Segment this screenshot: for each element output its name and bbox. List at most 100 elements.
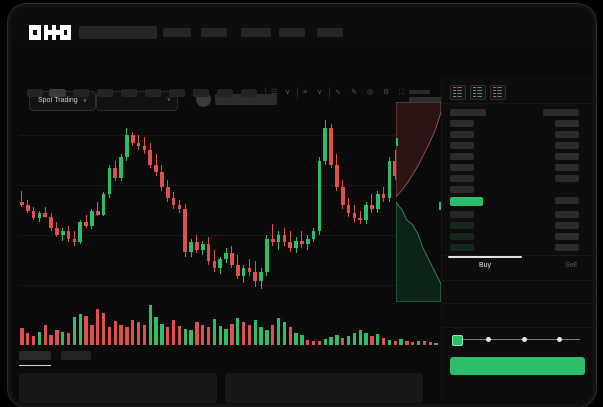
candle-type-chevron-icon[interactable]: ∨	[285, 89, 291, 96]
orderbook-bid-row[interactable]	[450, 222, 474, 229]
candle-body	[265, 238, 269, 272]
volume-bar	[166, 327, 170, 345]
candle-wick	[85, 214, 87, 228]
orderbook-divider	[442, 103, 593, 104]
volume-bar	[61, 331, 65, 345]
candle-body	[212, 260, 217, 269]
volume-bar	[288, 327, 292, 345]
orderbook-price-cell[interactable]	[555, 142, 579, 149]
settings-icon[interactable]: ⚙	[383, 89, 390, 96]
timeframe-button-3[interactable]	[73, 89, 89, 97]
orderbook-bid-row[interactable]	[450, 244, 474, 251]
volume-bar	[78, 313, 82, 345]
candle-body	[305, 238, 310, 245]
candle-body	[165, 186, 170, 199]
orderbook-ask-row[interactable]	[450, 131, 474, 138]
timeframe-button-9[interactable]	[217, 89, 233, 97]
orderbook-price-cell[interactable]	[555, 153, 579, 160]
nav-item-3[interactable]	[241, 28, 271, 37]
volume-bar	[387, 339, 392, 345]
orderbook-price-cell[interactable]	[555, 222, 579, 229]
orderbook-mode-asks[interactable]	[490, 85, 506, 100]
orderbook-price-cell[interactable]	[555, 175, 579, 182]
volume-bar	[160, 323, 164, 345]
orderbook-bid-row[interactable]	[450, 233, 474, 240]
indicator-icon[interactable]: ≡	[303, 89, 308, 96]
bottom-tab-1[interactable]	[19, 351, 51, 360]
candle-body	[125, 135, 129, 158]
volume-bar	[393, 340, 397, 345]
indicator-chevron-icon[interactable]: ∨	[317, 89, 323, 96]
orderbook-ask-row[interactable]	[450, 153, 474, 160]
candle-wick	[301, 231, 303, 248]
chevron-down-icon: ∨	[166, 97, 171, 103]
amount-slider[interactable]	[452, 335, 583, 346]
price-chart[interactable]	[19, 107, 439, 347]
orderbook-bid-row[interactable]	[450, 211, 474, 218]
orderbook-price-cell[interactable]	[555, 233, 579, 240]
orderbook-price-cell[interactable]	[555, 131, 579, 138]
okx-logo[interactable]	[29, 25, 72, 40]
timeframe-button-1[interactable]	[27, 89, 43, 97]
orderbook-ask-row[interactable]	[450, 142, 474, 149]
timeframe-button-6[interactable]	[145, 89, 161, 97]
volume-bar	[189, 329, 193, 345]
nav-item-2[interactable]	[201, 28, 227, 37]
candle-body	[346, 205, 351, 213]
timeframe-button-5[interactable]	[121, 89, 137, 97]
candle-body	[206, 244, 211, 261]
orderbook-ask-row[interactable]	[450, 120, 474, 127]
nav-item-5[interactable]	[317, 28, 343, 37]
volume-bar	[341, 337, 345, 345]
tab-buy[interactable]: Buy	[478, 262, 492, 269]
orderbook-price-cell[interactable]	[555, 244, 579, 251]
candle-body	[119, 157, 123, 178]
timeframe-button-2[interactable]	[49, 89, 66, 97]
orderbook-ask-row[interactable]	[450, 175, 474, 182]
magnet-icon[interactable]: ◎	[367, 89, 374, 96]
candle-body	[247, 268, 252, 272]
volume-bar	[154, 317, 158, 345]
volume-bar	[142, 325, 147, 345]
nav-item-4[interactable]	[279, 28, 305, 37]
orderbook-ask-row[interactable]	[450, 164, 474, 171]
orderbook-price-cell[interactable]	[555, 164, 579, 171]
slider-stop-25[interactable]	[486, 337, 491, 342]
line-tool-icon[interactable]: ∿	[335, 89, 341, 96]
tab-sell[interactable]: Sell	[565, 262, 577, 269]
candle-wick	[371, 194, 373, 213]
market-subheader: Spot Trading ∨ ∨	[11, 41, 593, 111]
timeframe-button-7[interactable]	[169, 89, 185, 97]
bottom-tab-2[interactable]	[61, 351, 91, 360]
volume-bar	[224, 329, 228, 345]
orderbook-price-cell[interactable]	[555, 211, 579, 218]
submit-buy-button[interactable]	[450, 357, 585, 375]
orderbook-price-cell[interactable]	[555, 197, 579, 204]
timeframe-button-10[interactable]	[241, 89, 257, 97]
volume-bar	[364, 332, 368, 345]
orderbook-price-cell[interactable]	[555, 120, 579, 127]
candle-type-icon[interactable]: ☷	[271, 89, 278, 96]
orderbook-mode-bids[interactable]	[470, 85, 486, 100]
market-stat-1	[409, 90, 445, 102]
slider-stop-50[interactable]	[522, 337, 527, 342]
nav-item-1[interactable]	[163, 28, 191, 37]
volume-bar	[90, 325, 94, 345]
fullscreen-icon[interactable]: ⛶	[399, 89, 404, 96]
timeframe-button-8[interactable]	[193, 89, 209, 97]
timeframe-button-4[interactable]	[97, 89, 113, 97]
pencil-icon[interactable]: ✎	[351, 89, 357, 96]
search-input[interactable]	[79, 26, 157, 39]
candle-body	[370, 205, 374, 210]
device-bezel: Spot Trading ∨ ∨	[8, 4, 596, 407]
volume-bar	[259, 327, 263, 345]
volume-bar	[376, 334, 380, 345]
volume-bar	[370, 336, 374, 345]
orderbook-mode-both[interactable]	[450, 85, 466, 100]
candle-body	[189, 242, 193, 252]
candle-body	[84, 222, 88, 226]
slider-handle[interactable]	[452, 335, 463, 346]
slider-stop-75[interactable]	[557, 337, 562, 342]
volume-bar	[195, 321, 199, 345]
orderbook-ask-row[interactable]	[450, 186, 474, 193]
